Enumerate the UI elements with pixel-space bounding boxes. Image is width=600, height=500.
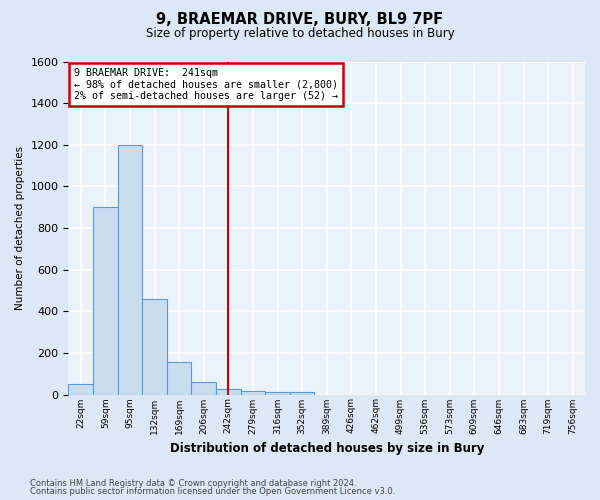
Bar <box>216 390 241 394</box>
Text: Contains HM Land Registry data © Crown copyright and database right 2024.: Contains HM Land Registry data © Crown c… <box>30 478 356 488</box>
Bar <box>167 362 191 394</box>
Y-axis label: Number of detached properties: Number of detached properties <box>15 146 25 310</box>
Bar <box>265 392 290 394</box>
Bar <box>93 207 118 394</box>
Text: Contains public sector information licensed under the Open Government Licence v3: Contains public sector information licen… <box>30 487 395 496</box>
Text: 9 BRAEMAR DRIVE:  241sqm
← 98% of detached houses are smaller (2,800)
2% of semi: 9 BRAEMAR DRIVE: 241sqm ← 98% of detache… <box>74 68 338 102</box>
Text: Size of property relative to detached houses in Bury: Size of property relative to detached ho… <box>146 28 454 40</box>
Text: 9, BRAEMAR DRIVE, BURY, BL9 7PF: 9, BRAEMAR DRIVE, BURY, BL9 7PF <box>157 12 443 28</box>
X-axis label: Distribution of detached houses by size in Bury: Distribution of detached houses by size … <box>170 442 484 455</box>
Bar <box>68 384 93 394</box>
Bar <box>142 299 167 394</box>
Bar <box>191 382 216 394</box>
Bar <box>118 145 142 394</box>
Bar <box>241 392 265 394</box>
Bar <box>290 392 314 394</box>
